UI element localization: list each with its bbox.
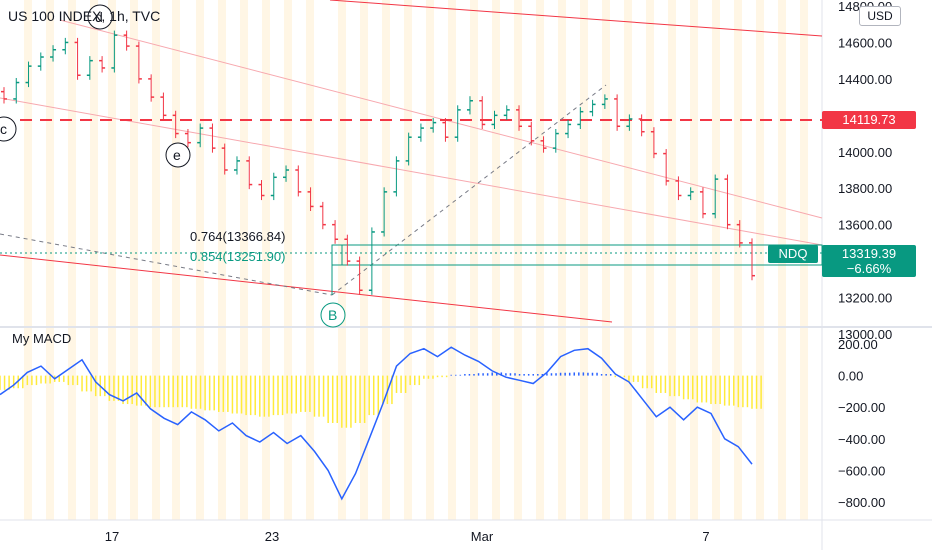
chart-title: US 100 INDEX, 1h, TVC	[8, 8, 160, 24]
session-stripe	[492, 0, 500, 520]
fib-label-lower: 0.854(13251.90)	[190, 249, 285, 264]
session-stripe	[426, 0, 434, 520]
level-price-tag: 14119.73	[822, 111, 916, 129]
session-stripe	[756, 0, 764, 520]
wave-label-c[interactable]: c	[0, 116, 17, 142]
wave-label-e[interactable]: e	[165, 142, 191, 168]
session-stripe	[514, 0, 522, 520]
dashed-projection-left[interactable]	[0, 233, 333, 296]
session-stripe	[690, 0, 698, 520]
fib-label-upper: 0.764(13366.84)	[190, 229, 285, 244]
session-stripe	[382, 0, 390, 520]
wave-label-d[interactable]: d	[87, 4, 113, 30]
session-stripe	[130, 0, 138, 520]
macd-tick-label: −600.00	[838, 463, 885, 478]
last-price-value: 13319.39	[841, 246, 897, 261]
session-stripe	[470, 0, 478, 520]
session-stripe	[558, 0, 566, 520]
macd-line	[0, 346, 753, 501]
session-stripe	[646, 0, 654, 520]
last-price-tag: 13319.39 −6.66%	[822, 245, 916, 277]
svg-text:B: B	[328, 307, 337, 323]
session-stripe	[580, 0, 588, 520]
session-stripe	[734, 0, 742, 520]
price-tick-label: 13000.00	[838, 327, 892, 342]
session-stripe	[24, 0, 32, 520]
session-stripe	[172, 0, 180, 520]
session-stripe	[360, 0, 368, 520]
session-stripes	[24, 0, 808, 520]
session-stripe	[624, 0, 632, 520]
macd-histogram-group	[0, 372, 762, 428]
time-tick-label: Mar	[471, 529, 494, 544]
macd-tick-label: 0.00	[838, 369, 863, 384]
channel-upper-line[interactable]	[329, 0, 823, 37]
session-stripe	[152, 0, 160, 520]
svg-text:c: c	[0, 121, 7, 137]
currency-button[interactable]: USD	[859, 6, 901, 26]
macd-axis-ticks: 200.00 0.00 −200.00 −400.00 −600.00 −800.00	[838, 337, 885, 510]
session-stripe	[404, 0, 412, 520]
session-stripe	[712, 0, 720, 520]
session-stripe	[306, 0, 314, 520]
session-stripe	[218, 0, 226, 520]
price-tick-label: 13600.00	[838, 218, 892, 233]
price-tick-label: 14600.00	[838, 35, 892, 50]
channel-lower-line[interactable]	[0, 254, 613, 323]
time-tick-label: 23	[265, 529, 279, 544]
wedge-lower-line[interactable]	[0, 97, 823, 246]
wave-label-b[interactable]: B	[320, 302, 346, 328]
price-tick-label: 14400.00	[838, 72, 892, 87]
macd-tick-label: 200.00	[838, 337, 878, 352]
price-axis-ticks: 14800.0014600.0014400.0014200.0014000.00…	[838, 0, 892, 342]
session-stripe	[284, 0, 292, 520]
svg-text:d: d	[95, 9, 103, 25]
time-tick-label: 17	[105, 529, 119, 544]
price-tick-label: 13800.00	[838, 181, 892, 196]
dashed-projection-right[interactable]	[331, 84, 607, 296]
session-stripe	[536, 0, 544, 520]
price-tick-label: 14000.00	[838, 145, 892, 160]
time-tick-label: 7	[702, 529, 709, 544]
session-stripe	[602, 0, 610, 520]
session-stripe	[90, 0, 98, 520]
macd-tick-label: −800.00	[838, 495, 885, 510]
candles-group	[1, 30, 755, 295]
macd-tick-label: −200.00	[838, 400, 885, 415]
session-stripe	[196, 0, 204, 520]
svg-text:e: e	[173, 147, 181, 163]
session-stripe	[108, 0, 116, 520]
symbol-tag: NDQ	[768, 245, 818, 263]
session-stripe	[668, 0, 676, 520]
session-stripe	[448, 0, 456, 520]
time-axis-ticks: 17 23 Mar 7	[105, 529, 710, 544]
session-stripe	[262, 0, 270, 520]
price-tick-label: 13200.00	[838, 291, 892, 306]
macd-tick-label: −400.00	[838, 432, 885, 447]
session-stripe	[240, 0, 248, 520]
last-price-change: −6.66%	[846, 261, 892, 276]
macd-indicator-title[interactable]: My MACD	[12, 331, 72, 346]
session-stripe	[68, 0, 76, 520]
